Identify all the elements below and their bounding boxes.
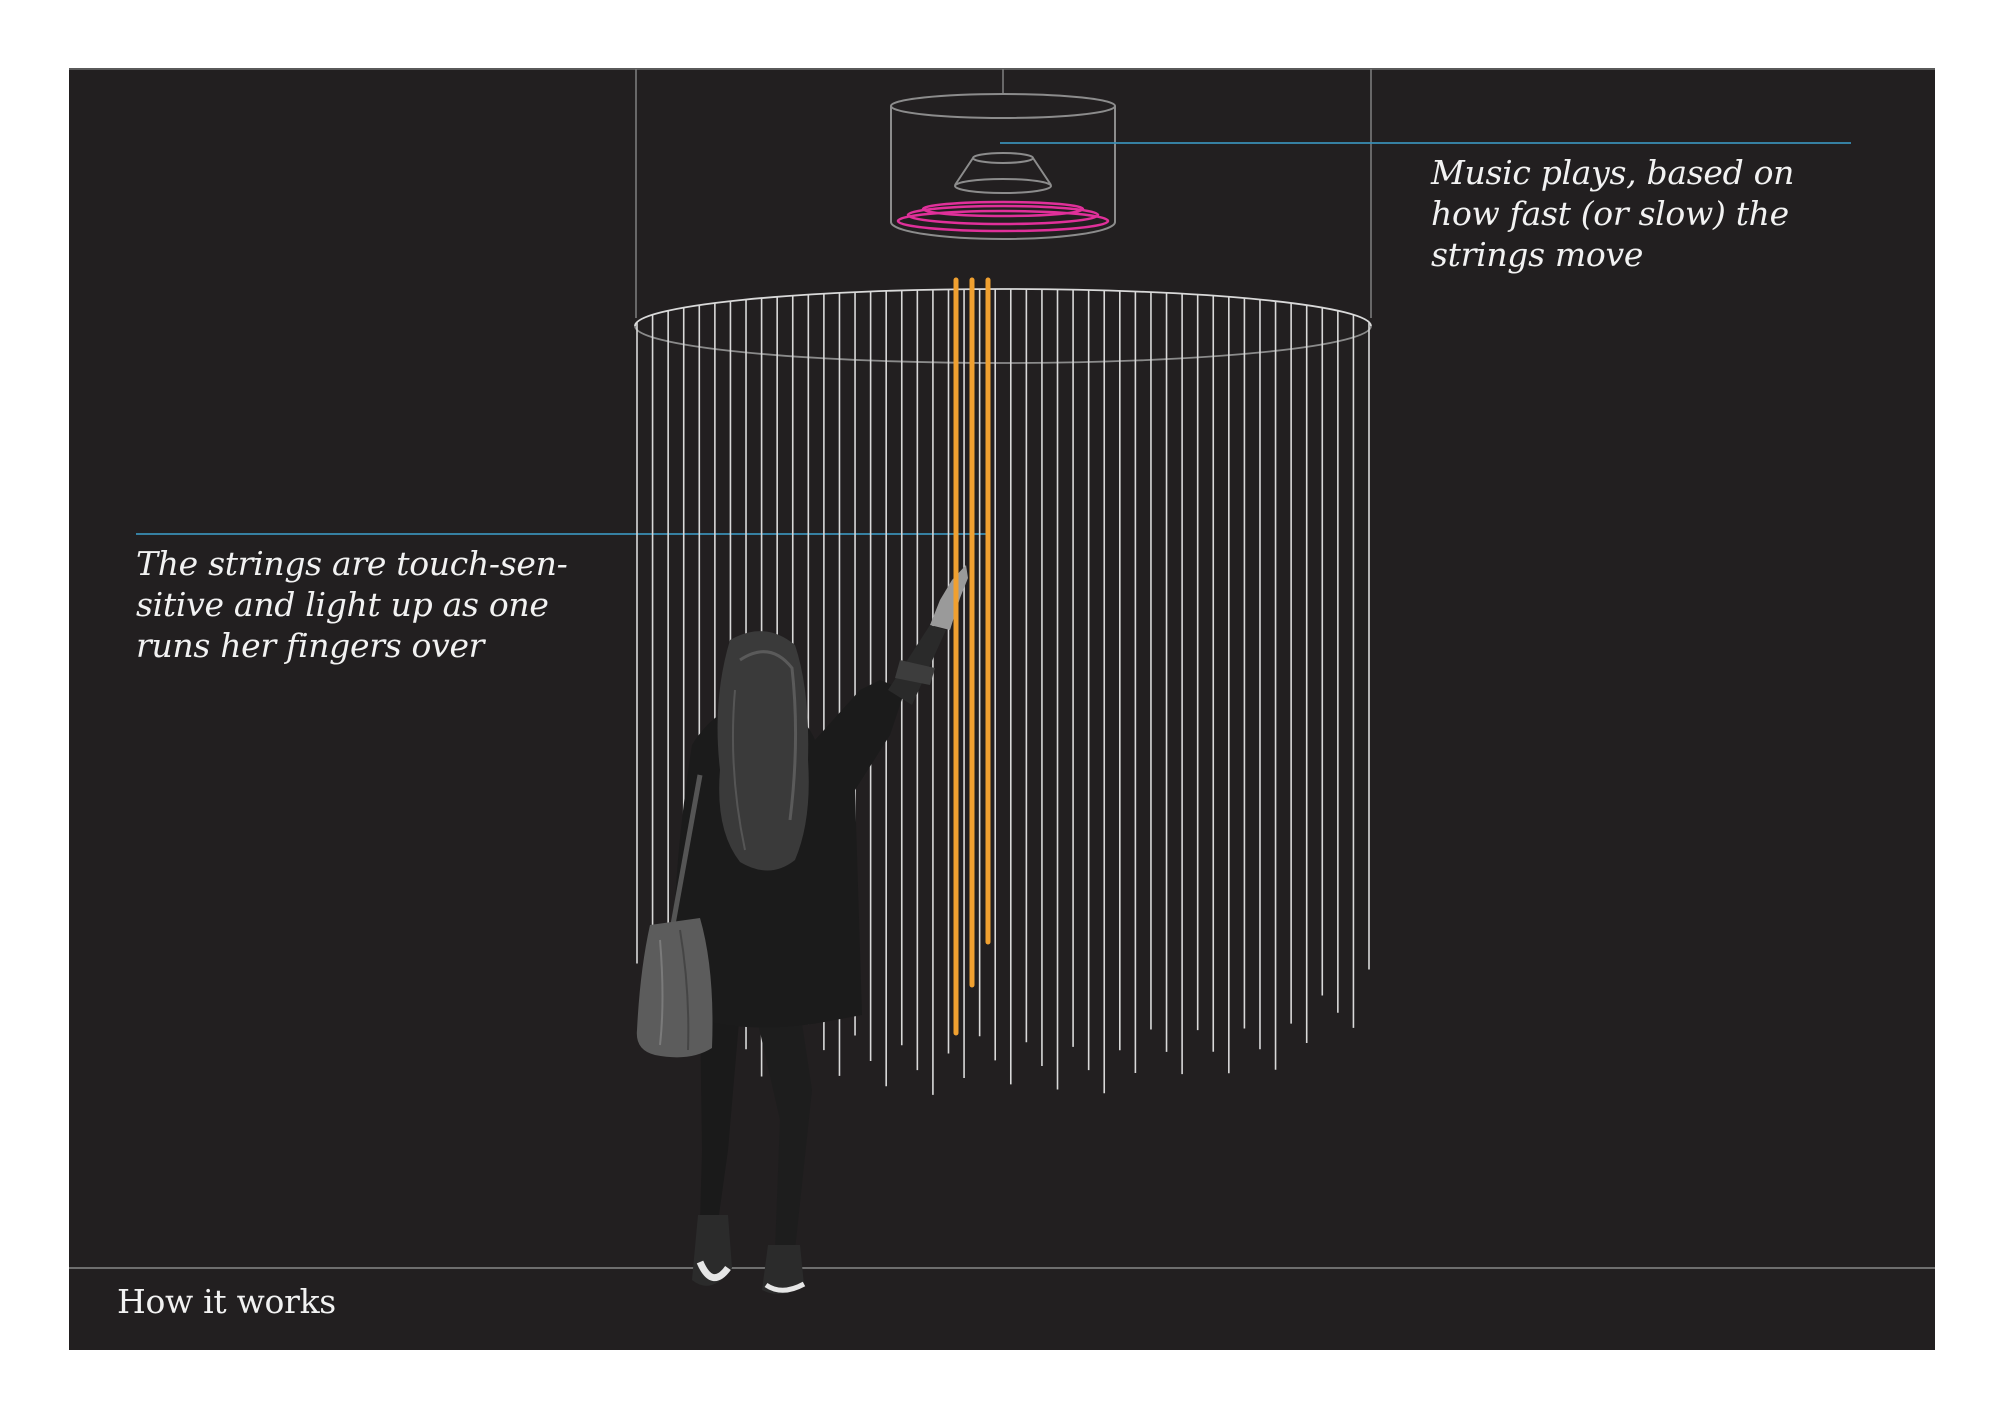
annotation-music: Music plays, based on how fast (or slow)… (1431, 152, 1871, 275)
annotation-strings: The strings are touch-sen- sitive and li… (136, 543, 576, 666)
woman-silhouette-icon (672, 565, 968, 1294)
active-strings-group (956, 280, 988, 1033)
annotation-strings-line-2: sitive and light up as one (136, 584, 576, 625)
footer-title: How it works (117, 1282, 336, 1321)
annotation-music-line-3: strings move (1431, 234, 1871, 275)
annotation-music-line-1: Music plays, based on (1431, 152, 1871, 193)
handbag-icon (637, 918, 713, 1057)
speaker-glow (898, 202, 1108, 231)
annotation-strings-line-1: The strings are touch-sen- (136, 543, 576, 584)
annotation-music-line-2: how fast (or slow) the (1431, 193, 1871, 234)
annotation-strings-line-3: runs her fingers over (136, 625, 576, 666)
